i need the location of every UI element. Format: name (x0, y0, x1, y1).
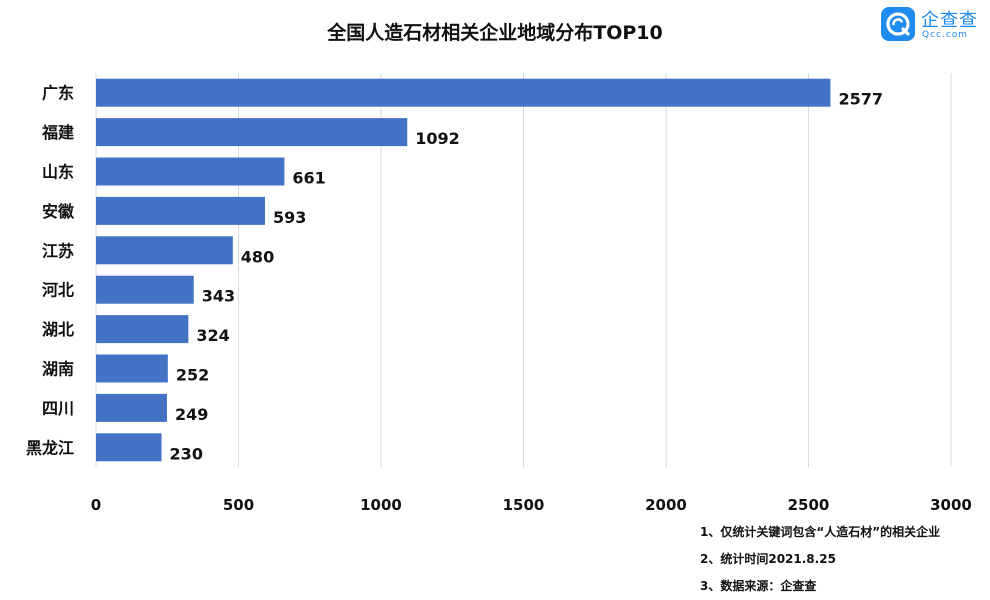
category-label: 福建 (41, 123, 74, 142)
x-tick-label: 500 (223, 496, 254, 514)
category-label: 湖南 (42, 360, 74, 379)
value-label: 2577 (838, 90, 883, 109)
qcc-logo-name: 企查查 (921, 10, 978, 31)
x-tick-label: 0 (91, 496, 101, 514)
value-label: 1092 (415, 129, 460, 148)
x-tick-label: 2000 (645, 496, 687, 514)
footnote: 1、仅统计关键词包含“人造石材”的相关企业 (700, 525, 941, 539)
category-label: 河北 (42, 281, 74, 300)
value-label: 230 (170, 444, 203, 463)
bar (96, 275, 194, 304)
category-label: 江苏 (42, 241, 74, 260)
bar (96, 315, 189, 344)
value-label: 480 (241, 247, 274, 266)
bar (96, 354, 168, 383)
chart-title: 全国人造石材相关企业地域分布TOP10 (327, 22, 663, 44)
footnote: 2、统计时间2021.8.25 (700, 552, 836, 566)
x-tick-label: 1500 (503, 496, 545, 514)
category-label: 四川 (42, 399, 74, 418)
footnote: 3、数据来源：企查查 (700, 579, 817, 593)
qcc-logo-domain: Qcc.com (922, 30, 969, 40)
x-tick-label: 2500 (788, 496, 830, 514)
value-label: 252 (176, 366, 209, 385)
value-label: 324 (196, 326, 229, 345)
x-tick-label: 1000 (360, 496, 402, 514)
category-label: 安徽 (42, 202, 75, 221)
qcc-logo: 企查查 Qcc.com (881, 6, 986, 42)
category-label: 山东 (42, 163, 74, 182)
value-label: 593 (273, 208, 306, 227)
category-label: 广东 (42, 84, 74, 103)
bar (96, 236, 233, 265)
bar (96, 433, 162, 462)
bar (96, 118, 408, 147)
bar (96, 157, 285, 186)
qcc-logo-icon (881, 7, 915, 41)
category-label: 湖北 (42, 320, 74, 339)
bar (96, 78, 831, 107)
category-label: 黑龙江 (26, 438, 74, 457)
bar (96, 196, 266, 225)
value-label: 343 (202, 287, 235, 306)
bar (96, 393, 167, 422)
value-label: 249 (175, 405, 208, 424)
x-tick-label: 3000 (930, 496, 972, 514)
value-label: 661 (292, 169, 325, 188)
footnotes: 1、仅统计关键词包含“人造石材”的相关企业 2、统计时间2021.8.25 3、… (700, 519, 990, 600)
